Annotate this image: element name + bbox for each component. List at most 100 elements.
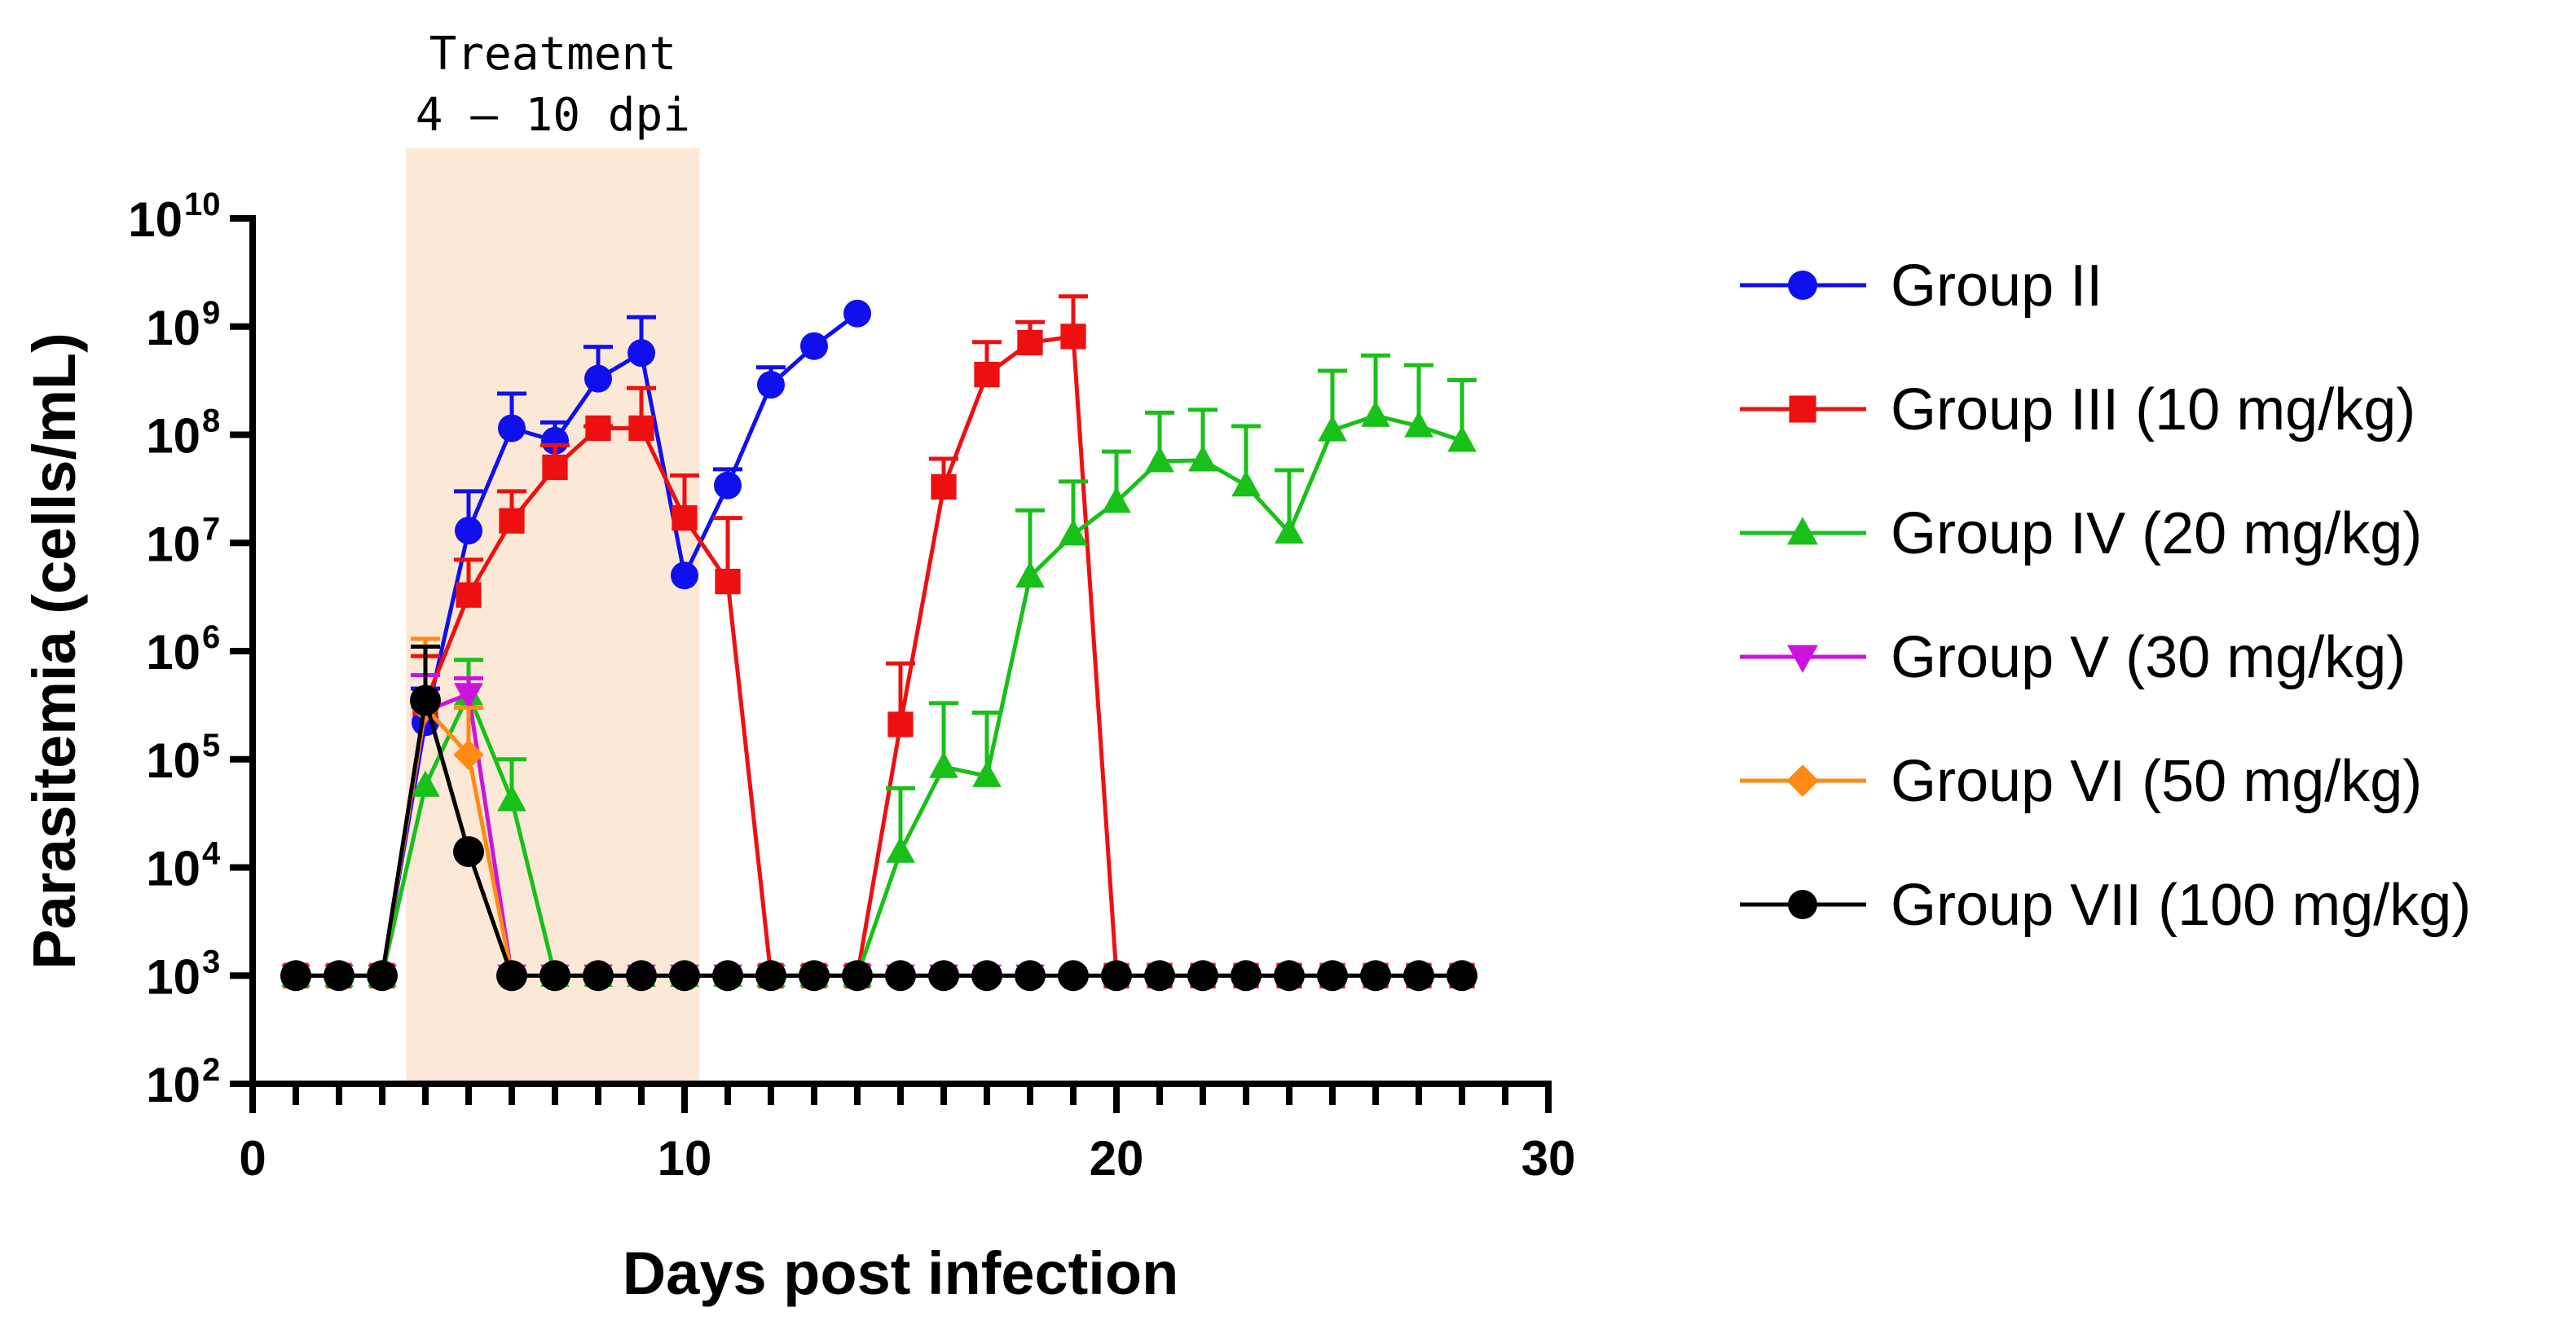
legend-label: Group V (30 mg/kg)	[1891, 625, 2406, 690]
y-tick-label-group: 10 6	[146, 619, 220, 680]
data-point	[755, 960, 786, 992]
series-line	[296, 413, 1463, 978]
data-point	[800, 332, 828, 360]
data-point	[1187, 960, 1218, 992]
y-tick-exponent: 6	[202, 619, 220, 655]
data-point	[1059, 519, 1088, 546]
y-tick-base: 10	[146, 1058, 200, 1112]
data-point	[1403, 960, 1434, 992]
y-tick-exponent: 3	[202, 944, 220, 980]
legend-swatch-marker	[1789, 395, 1816, 423]
y-tick-base: 10	[128, 192, 183, 247]
data-point	[456, 582, 482, 608]
y-tick-base: 10	[146, 949, 200, 1004]
legend-label: Group II	[1891, 253, 2103, 319]
data-point	[1360, 960, 1391, 992]
x-tick-label: 10	[658, 1131, 712, 1186]
legend-label: Group III (10 mg/kg)	[1891, 377, 2415, 442]
data-point	[453, 739, 484, 770]
data-point	[1058, 960, 1089, 992]
legend-swatch-marker	[1788, 890, 1817, 919]
data-point	[669, 960, 700, 992]
data-point	[1274, 960, 1305, 992]
x-ticks: 0 10 20 30	[239, 1084, 1575, 1186]
legend-swatch-marker	[1788, 271, 1817, 300]
y-tick-base: 10	[146, 625, 200, 680]
legend-swatch-marker	[1787, 645, 1818, 673]
y-tick-label-group: 10 3	[146, 944, 220, 1004]
data-point	[1361, 400, 1390, 427]
data-point	[1015, 960, 1046, 992]
x-tick-label: 0	[239, 1131, 266, 1186]
x-axis-title: Days post infection	[623, 1239, 1179, 1307]
data-point	[453, 836, 484, 868]
data-point	[799, 960, 830, 992]
legend-item: Group VII (100 mg/kg)	[1740, 873, 2471, 938]
data-point	[584, 364, 612, 393]
data-point	[541, 426, 569, 455]
data-point	[1144, 960, 1175, 992]
data-point	[886, 836, 915, 863]
legend-swatch-marker	[1786, 764, 1819, 797]
legend-item: Group IV (20 mg/kg)	[1740, 501, 2422, 566]
y-tick-exponent: 10	[184, 187, 221, 222]
data-point	[539, 960, 570, 992]
data-point	[842, 960, 873, 992]
data-point	[628, 415, 654, 442]
y-tick-label-group: 10 9	[146, 295, 220, 355]
x-tick-label: 30	[1521, 1131, 1576, 1186]
data-point	[1317, 960, 1348, 992]
data-point	[1060, 324, 1086, 350]
data-point	[542, 454, 568, 481]
legend: Group II Group III (10 mg/kg) Group IV (20…	[1740, 253, 2471, 938]
legend-item: Group III (10 mg/kg)	[1740, 377, 2415, 442]
data-point	[715, 568, 741, 595]
treatment-label-line2: 4 – 10 dpi	[416, 89, 690, 142]
series-layer	[280, 294, 1477, 992]
y-tick-label-group: 10 5	[146, 728, 220, 788]
legend-item: Group II	[1740, 253, 2103, 319]
data-point	[928, 960, 959, 992]
data-point	[671, 561, 698, 590]
data-point	[1318, 415, 1347, 442]
y-tick-base: 10	[146, 517, 200, 571]
data-point	[1231, 960, 1262, 992]
y-tick-label-group: 10 7	[146, 511, 220, 571]
data-point	[627, 339, 655, 368]
data-point	[1102, 486, 1131, 513]
y-tick-base: 10	[146, 301, 200, 355]
y-tick-label-group: 10 4	[146, 836, 221, 896]
data-point	[1447, 960, 1477, 992]
y-tick-exponent: 2	[202, 1052, 220, 1088]
y-tick-exponent: 5	[202, 728, 220, 764]
data-point	[1015, 561, 1045, 588]
legend-swatch-marker	[1787, 517, 1818, 545]
data-point	[1404, 411, 1433, 438]
y-tick-label-group: 10 8	[146, 403, 220, 464]
data-point	[843, 299, 871, 328]
data-point	[280, 960, 311, 992]
data-point	[1017, 329, 1043, 356]
data-point	[712, 960, 743, 992]
data-point	[585, 415, 611, 442]
data-point	[757, 371, 785, 399]
data-point	[1447, 425, 1477, 452]
data-point	[1101, 960, 1132, 992]
data-point	[324, 960, 354, 992]
data-point	[1275, 517, 1304, 544]
data-point	[887, 711, 914, 737]
data-point	[672, 505, 698, 531]
data-point	[972, 760, 1002, 787]
data-point	[499, 508, 525, 534]
y-tick-label-group: 10 2	[146, 1052, 220, 1112]
data-point	[1188, 445, 1218, 472]
legend-label: Group VI (50 mg/kg)	[1891, 749, 2422, 814]
legend-label: Group VII (100 mg/kg)	[1891, 873, 2471, 938]
data-point	[496, 960, 527, 992]
legend-item: Group V (30 mg/kg)	[1740, 625, 2406, 690]
x-tick-label: 20	[1090, 1131, 1144, 1186]
data-point	[974, 362, 1000, 388]
data-point	[885, 960, 916, 992]
